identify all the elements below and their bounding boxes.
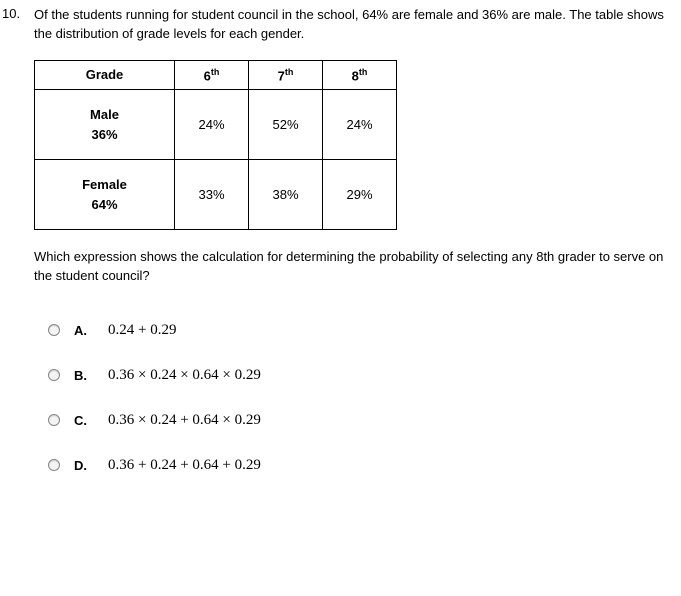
radio-wrap [34, 459, 74, 471]
row-sublabel: 64% [91, 197, 117, 212]
grade-col-8: 8th [323, 60, 397, 89]
table-row: Female 64% 33% 38% 29% [35, 160, 397, 230]
grade-suf: th [359, 67, 368, 77]
choice-c[interactable]: C. 0.36 × 0.24 + 0.64 × 0.29 [34, 398, 671, 443]
row-sublabel: 36% [91, 127, 117, 142]
table-header-row: Grade 6th 7th 8th [35, 60, 397, 89]
grade-num: 7 [278, 68, 285, 83]
radio-icon[interactable] [48, 459, 60, 471]
cell: 29% [323, 160, 397, 230]
grade-col-6: 6th [175, 60, 249, 89]
choice-a[interactable]: A. 0.24 + 0.29 [34, 308, 671, 353]
grade-num: 8 [352, 68, 359, 83]
row-label: Female [82, 177, 127, 192]
row-header-male: Male 36% [35, 90, 175, 160]
choice-letter: A. [74, 323, 108, 338]
choice-letter: C. [74, 413, 108, 428]
radio-wrap [34, 324, 74, 336]
row-header-female: Female 64% [35, 160, 175, 230]
question-body: Of the students running for student coun… [34, 6, 671, 488]
answer-choices: A. 0.24 + 0.29 B. 0.36 × 0.24 × 0.64 × 0… [34, 308, 671, 488]
choice-expression: 0.24 + 0.29 [108, 322, 176, 339]
cell: 52% [249, 90, 323, 160]
question-number: 10. [0, 6, 34, 488]
radio-wrap [34, 369, 74, 381]
cell: 33% [175, 160, 249, 230]
choice-expression: 0.36 + 0.24 + 0.64 + 0.29 [108, 457, 261, 474]
radio-wrap [34, 414, 74, 426]
cell: 24% [175, 90, 249, 160]
choice-expression: 0.36 × 0.24 × 0.64 × 0.29 [108, 367, 261, 384]
choice-letter: D. [74, 458, 108, 473]
row-label: Male [90, 107, 119, 122]
choice-expression: 0.36 × 0.24 + 0.64 × 0.29 [108, 412, 261, 429]
cell: 24% [323, 90, 397, 160]
grade-suf: th [285, 67, 294, 77]
grade-suf: th [211, 67, 220, 77]
question-text: Of the students running for student coun… [34, 6, 671, 44]
choice-b[interactable]: B. 0.36 × 0.24 × 0.64 × 0.29 [34, 353, 671, 398]
choice-d[interactable]: D. 0.36 + 0.24 + 0.64 + 0.29 [34, 443, 671, 488]
choice-letter: B. [74, 368, 108, 383]
question-prompt: Which expression shows the calculation f… [34, 248, 671, 286]
question-row: 10. Of the students running for student … [0, 6, 671, 488]
grade-col-7: 7th [249, 60, 323, 89]
radio-icon[interactable] [48, 414, 60, 426]
grade-num: 6 [204, 68, 211, 83]
distribution-table: Grade 6th 7th 8th Male 36% 24% 52% 24% [34, 60, 397, 230]
radio-icon[interactable] [48, 324, 60, 336]
grade-header: Grade [35, 60, 175, 89]
cell: 38% [249, 160, 323, 230]
table-row: Male 36% 24% 52% 24% [35, 90, 397, 160]
radio-icon[interactable] [48, 369, 60, 381]
